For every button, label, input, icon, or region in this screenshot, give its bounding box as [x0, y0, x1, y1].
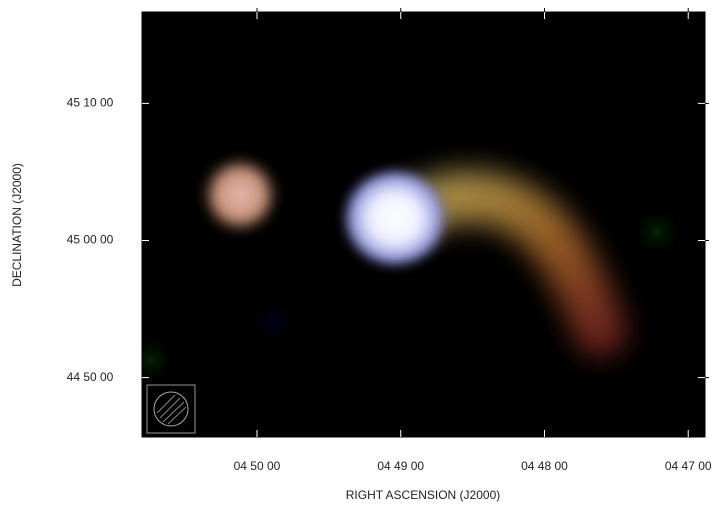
x-tick-label: 04 49 00 [377, 459, 424, 473]
faint-source [141, 351, 159, 369]
x-axis-title: RIGHT ASCENSION (J2000) [346, 488, 501, 502]
y-tick-label: 45 00 00 [67, 233, 114, 247]
faint-source [267, 314, 283, 330]
y-tick-label: 44 50 00 [67, 370, 114, 384]
y-tick-label: 45 10 00 [67, 96, 114, 110]
y-axis-title: DECLINATION (J2000) [10, 163, 24, 287]
x-tick-label: 04 50 00 [234, 459, 281, 473]
core-source [340, 166, 450, 270]
faint-source [648, 223, 666, 241]
x-tick-label: 04 48 00 [521, 459, 568, 473]
left-source [200, 155, 280, 235]
x-tick-label: 04 47 00 [665, 459, 712, 473]
chart: RIGHT ASCENSION (J2000) DECLINATION (J20… [0, 0, 725, 510]
